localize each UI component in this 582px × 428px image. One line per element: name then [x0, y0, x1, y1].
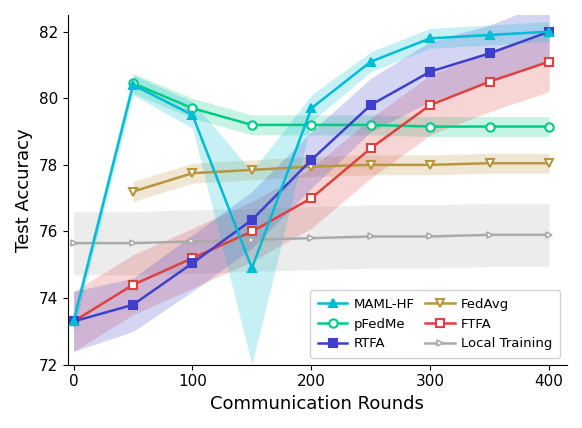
- FedAvg: [308, 164, 315, 169]
- Local Training: [249, 237, 255, 242]
- RTFA: [249, 217, 255, 223]
- RTFA: [367, 102, 374, 107]
- Line: Local Training: Local Training: [70, 232, 553, 247]
- FedAvg: [546, 160, 553, 166]
- MAML-HF: [249, 265, 255, 270]
- FTFA: [486, 79, 493, 84]
- FTFA: [130, 282, 137, 287]
- Local Training: [486, 232, 493, 238]
- pFedMe: [189, 106, 196, 111]
- FTFA: [427, 102, 434, 107]
- Local Training: [427, 234, 434, 239]
- FedAvg: [130, 189, 137, 194]
- Line: FTFA: FTFA: [69, 57, 553, 326]
- FTFA: [249, 229, 255, 234]
- FTFA: [546, 59, 553, 64]
- RTFA: [130, 302, 137, 307]
- pFedMe: [546, 124, 553, 129]
- FedAvg: [367, 162, 374, 167]
- pFedMe: [308, 122, 315, 128]
- Line: RTFA: RTFA: [69, 27, 553, 326]
- Y-axis label: Test Accuracy: Test Accuracy: [15, 128, 33, 252]
- Legend: MAML-HF, pFedMe, RTFA, FedAvg, FTFA, Local Training: MAML-HF, pFedMe, RTFA, FedAvg, FTFA, Loc…: [310, 290, 560, 358]
- FedAvg: [249, 167, 255, 172]
- pFedMe: [130, 81, 137, 86]
- RTFA: [308, 158, 315, 163]
- pFedMe: [486, 124, 493, 129]
- pFedMe: [367, 122, 374, 128]
- Local Training: [189, 239, 196, 244]
- Line: pFedMe: pFedMe: [129, 79, 553, 131]
- Line: FedAvg: FedAvg: [129, 159, 553, 196]
- Local Training: [367, 234, 374, 239]
- MAML-HF: [486, 33, 493, 38]
- MAML-HF: [367, 59, 374, 64]
- RTFA: [427, 69, 434, 74]
- FTFA: [70, 319, 77, 324]
- MAML-HF: [546, 29, 553, 34]
- Local Training: [70, 241, 77, 246]
- RTFA: [546, 29, 553, 34]
- MAML-HF: [70, 319, 77, 324]
- FedAvg: [486, 160, 493, 166]
- RTFA: [486, 51, 493, 56]
- Local Training: [546, 232, 553, 238]
- Line: MAML-HF: MAML-HF: [69, 27, 553, 326]
- MAML-HF: [427, 36, 434, 41]
- MAML-HF: [189, 113, 196, 118]
- FTFA: [367, 146, 374, 151]
- FedAvg: [189, 171, 196, 176]
- RTFA: [70, 319, 77, 324]
- FTFA: [308, 196, 315, 201]
- pFedMe: [427, 124, 434, 129]
- FTFA: [189, 256, 196, 261]
- MAML-HF: [308, 106, 315, 111]
- MAML-HF: [130, 82, 137, 87]
- Local Training: [308, 235, 315, 241]
- pFedMe: [249, 122, 255, 128]
- FedAvg: [427, 162, 434, 167]
- RTFA: [189, 261, 196, 266]
- Local Training: [130, 241, 137, 246]
- X-axis label: Communication Rounds: Communication Rounds: [210, 395, 424, 413]
